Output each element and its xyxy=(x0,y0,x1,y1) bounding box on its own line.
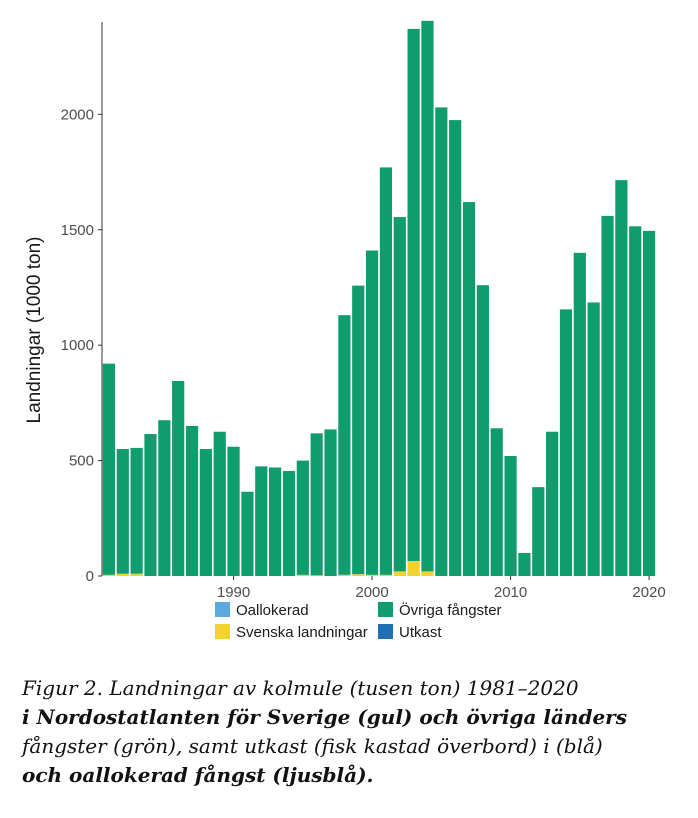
legend-label: Utkast xyxy=(399,624,442,641)
bar--vriga-f-ngster-2011 xyxy=(518,552,531,576)
bar-svenska-landningar-1982 xyxy=(116,573,129,576)
bar--vriga-f-ngster-1991 xyxy=(241,491,254,576)
bar--vriga-f-ngster-2006 xyxy=(449,120,462,576)
bar--vriga-f-ngster-1996 xyxy=(310,433,323,576)
legend-swatch xyxy=(215,602,230,617)
bar--vriga-f-ngster-1997 xyxy=(324,429,337,576)
bar--vriga-f-ngster-1988 xyxy=(199,449,212,576)
bar--vriga-f-ngster-2018 xyxy=(615,180,628,576)
bar--vriga-f-ngster-2002 xyxy=(393,217,406,572)
bar--vriga-f-ngster-2007 xyxy=(462,202,476,577)
bar--vriga-f-ngster-1995 xyxy=(296,460,309,575)
legend-swatch xyxy=(378,624,393,639)
bar--vriga-f-ngster-2004 xyxy=(421,20,434,572)
stacked-bar-chart: 0 500 1000 1500 2000 1990 2000 2010 2020 Landnin… xyxy=(24,20,666,641)
bar--vriga-f-ngster-1985 xyxy=(158,420,171,576)
bar--vriga-f-ngster-1981 xyxy=(102,363,116,575)
bars xyxy=(102,20,656,577)
bar-svenska-landningar-1996 xyxy=(310,575,323,576)
bar--vriga-f-ngster-2005 xyxy=(435,107,448,576)
bar--vriga-f-ngster-2009 xyxy=(490,428,503,576)
bar--vriga-f-ngster-2017 xyxy=(601,215,614,576)
x-tick-label: 2000 xyxy=(355,584,388,601)
axes: 0 500 1000 1500 2000 1990 2000 2010 2020 xyxy=(61,22,666,601)
y-tick-label: 0 xyxy=(86,568,94,585)
bar-svenska-landningar-1983 xyxy=(130,573,143,576)
x-tick-label: 1990 xyxy=(217,584,250,601)
bar--vriga-f-ngster-1986 xyxy=(172,380,185,576)
bar-svenska-landningar-1998 xyxy=(338,574,351,576)
bar--vriga-f-ngster-2000 xyxy=(365,250,379,575)
bar--vriga-f-ngster-1998 xyxy=(338,315,351,575)
x-tick-label: 2010 xyxy=(494,584,527,601)
bar--vriga-f-ngster-1999 xyxy=(352,285,365,575)
legend-swatch xyxy=(215,624,230,639)
bar-svenska-landningar-2004 xyxy=(421,571,434,576)
bar--vriga-f-ngster-2019 xyxy=(629,226,642,577)
bar--vriga-f-ngster-1983 xyxy=(130,447,143,574)
y-tick-label: 2000 xyxy=(61,106,94,123)
bar--vriga-f-ngster-2001 xyxy=(379,167,393,575)
bar--vriga-f-ngster-2014 xyxy=(559,309,573,576)
bar-svenska-landningar-1999 xyxy=(352,574,365,576)
bar-svenska-landningar-2003 xyxy=(407,561,420,576)
bar--vriga-f-ngster-2012 xyxy=(532,487,545,576)
bar--vriga-f-ngster-2003 xyxy=(407,28,420,561)
bar-svenska-landningar-1995 xyxy=(296,574,309,576)
bar--vriga-f-ngster-2020 xyxy=(642,230,656,576)
y-tick-label: 500 xyxy=(69,453,94,470)
legend-swatch xyxy=(378,602,393,617)
bar-svenska-landningar-1981 xyxy=(102,574,116,576)
bar-svenska-landningar-2000 xyxy=(365,574,379,576)
legend-label: Svenska landningar xyxy=(236,624,368,641)
legend: Oallokerad Svenska landningar Övriga fångs… xyxy=(215,601,502,641)
figure-caption: Figur 2. Landningar av kolmule (tusen to… xyxy=(22,674,682,790)
y-tick-label: 1500 xyxy=(61,222,94,239)
bar--vriga-f-ngster-1992 xyxy=(255,466,268,576)
caption-line-4: och oallokerad fångst (ljusblå). xyxy=(22,763,374,787)
caption-line-3: fångster (grön), samt utkast (fisk kasta… xyxy=(22,734,603,758)
bar--vriga-f-ngster-2008 xyxy=(476,285,489,576)
bar--vriga-f-ngster-1987 xyxy=(185,425,199,576)
caption-line-1: Figur 2. Landningar av kolmule (tusen to… xyxy=(22,676,579,700)
caption-line-2: i Nordostatlanten för Sverige (gul) och … xyxy=(22,705,627,729)
bar--vriga-f-ngster-1989 xyxy=(213,431,226,576)
bar-svenska-landningar-2002 xyxy=(393,571,406,576)
x-tick-label: 2020 xyxy=(632,584,665,601)
y-axis-title: Landningar (1000 ton) xyxy=(24,237,45,424)
bar--vriga-f-ngster-2016 xyxy=(587,302,600,576)
legend-label: Oallokerad xyxy=(236,602,309,619)
y-tick-label: 1000 xyxy=(61,337,94,354)
legend-label: Övriga fångster xyxy=(399,601,502,619)
bar--vriga-f-ngster-1994 xyxy=(282,470,296,576)
bar--vriga-f-ngster-2013 xyxy=(546,431,559,576)
bar--vriga-f-ngster-1984 xyxy=(144,434,157,576)
bar--vriga-f-ngster-2010 xyxy=(504,455,517,576)
bar--vriga-f-ngster-2015 xyxy=(573,252,586,576)
bar-svenska-landningar-2001 xyxy=(379,574,393,576)
bar--vriga-f-ngster-1990 xyxy=(227,446,240,576)
bar--vriga-f-ngster-1982 xyxy=(116,449,129,574)
bar--vriga-f-ngster-1993 xyxy=(269,467,282,576)
